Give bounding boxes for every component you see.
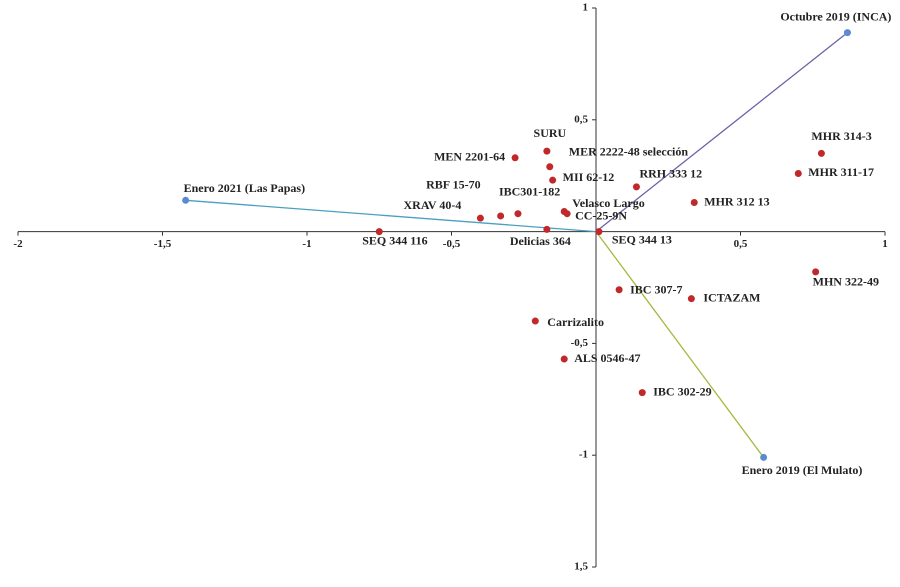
y-tick-label: 0,5 (574, 113, 588, 125)
point (817, 149, 825, 157)
point-label: Carrizalito (547, 315, 604, 329)
x-tick-label: -1,5 (154, 238, 172, 250)
point (514, 210, 522, 218)
y-tick-label: 1 (583, 2, 589, 14)
point (511, 154, 519, 162)
x-tick-label: 1 (882, 238, 888, 250)
point (632, 183, 640, 191)
point-label: SURU (534, 126, 567, 140)
point (543, 147, 551, 155)
point (638, 389, 646, 397)
point-label: MHR 312 13 (704, 194, 769, 208)
point (690, 199, 698, 207)
vector-end (760, 453, 768, 461)
point (549, 176, 557, 184)
point-label: MHN 322-49 (813, 275, 879, 289)
x-tick-label: -1 (302, 238, 311, 250)
x-tick-label: -2 (13, 238, 23, 250)
point (497, 212, 505, 220)
point-label: Delicias 364 (510, 234, 571, 248)
y-tick-label: -0,5 (571, 337, 589, 349)
point-label: MHR 311-17 (808, 165, 874, 179)
vector-label: Enero 2021 (Las Papas) (184, 181, 305, 195)
point (560, 355, 568, 363)
point (543, 225, 551, 233)
point-label: ALS 0546-47 (574, 351, 640, 365)
point (563, 210, 571, 218)
point-label: MII 62-12 (563, 170, 615, 184)
y-tick-label: -1 (579, 449, 588, 461)
point (375, 228, 383, 236)
point-label: MEN 2201-64 (434, 150, 505, 164)
vector-end (843, 29, 851, 37)
vector (185, 199, 597, 233)
point-label: MER 2222-48 selección (569, 145, 689, 159)
point (812, 268, 820, 276)
vector-end (182, 196, 190, 204)
point-label: RRH 333 12 (639, 167, 702, 181)
point-label: SEQ 344 116 (362, 233, 427, 247)
point-label: XRAV 40-4 (403, 198, 461, 212)
point (794, 169, 802, 177)
point (595, 228, 603, 236)
point-label: IBC301-182 (499, 184, 560, 198)
vector-label: Enero 2019 (El Mulato) (742, 463, 863, 477)
vector-label: Octubre 2019 (INCA) (780, 9, 891, 23)
point (531, 317, 539, 325)
point (546, 163, 554, 171)
y-tick-label: 1,5 (574, 561, 588, 573)
point-label: MHR 314-3 (811, 129, 871, 143)
vector (595, 32, 848, 233)
point-label: Velasco Largo (572, 196, 645, 210)
point (615, 286, 623, 294)
vector (595, 231, 765, 458)
point (687, 295, 695, 303)
point-label: SEQ 344 13 (612, 232, 672, 246)
point (476, 214, 484, 222)
point-label: IBC 302-29 (653, 384, 711, 398)
point-label: RBF 15-70 (426, 178, 481, 192)
x-tick-label: -0,5 (443, 238, 461, 250)
point-label: CC-25-9N (575, 208, 627, 222)
point-label: IBC 307-7 (630, 282, 682, 296)
x-tick-label: 0,5 (734, 238, 748, 250)
point-label: ICTAZAM (703, 290, 760, 304)
